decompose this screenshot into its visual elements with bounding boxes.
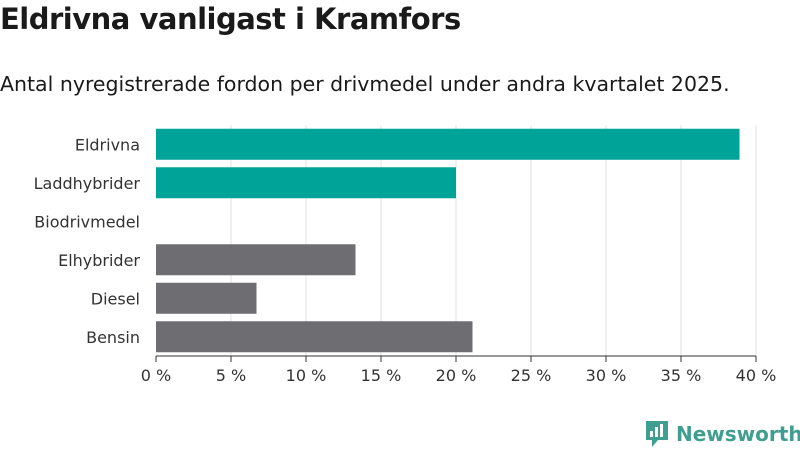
category-label: Bensin: [86, 328, 140, 347]
x-tick-label: 15 %: [361, 366, 402, 385]
category-label: Eldrivna: [75, 135, 140, 154]
bar: [156, 244, 356, 276]
x-tick-label: 0 %: [141, 366, 171, 385]
bar: [156, 167, 456, 199]
chart-subtitle: Antal nyregistrerade fordon per drivmede…: [0, 72, 730, 96]
category-label: Diesel: [91, 289, 140, 308]
x-tick-label: 20 %: [436, 366, 477, 385]
bar: [156, 321, 473, 353]
newsworthy-logo-icon: [646, 421, 668, 447]
brand-logo: Newsworthy: [644, 419, 800, 449]
x-tick-label: 35 %: [661, 366, 702, 385]
category-label: Biodrivmedel: [34, 212, 140, 231]
x-tick-label: 40 %: [736, 366, 777, 385]
brand-name: Newsworthy: [676, 422, 800, 446]
bar: [156, 282, 257, 314]
category-label: Elhybrider: [58, 251, 140, 270]
chart-title: Eldrivna vanligast i Kramfors: [0, 2, 461, 36]
x-tick-label: 10 %: [286, 366, 327, 385]
category-label: Laddhybrider: [34, 174, 141, 193]
x-tick-label: 30 %: [586, 366, 627, 385]
x-tick-label: 5 %: [216, 366, 246, 385]
x-tick-label: 25 %: [511, 366, 552, 385]
bar: [156, 128, 740, 160]
